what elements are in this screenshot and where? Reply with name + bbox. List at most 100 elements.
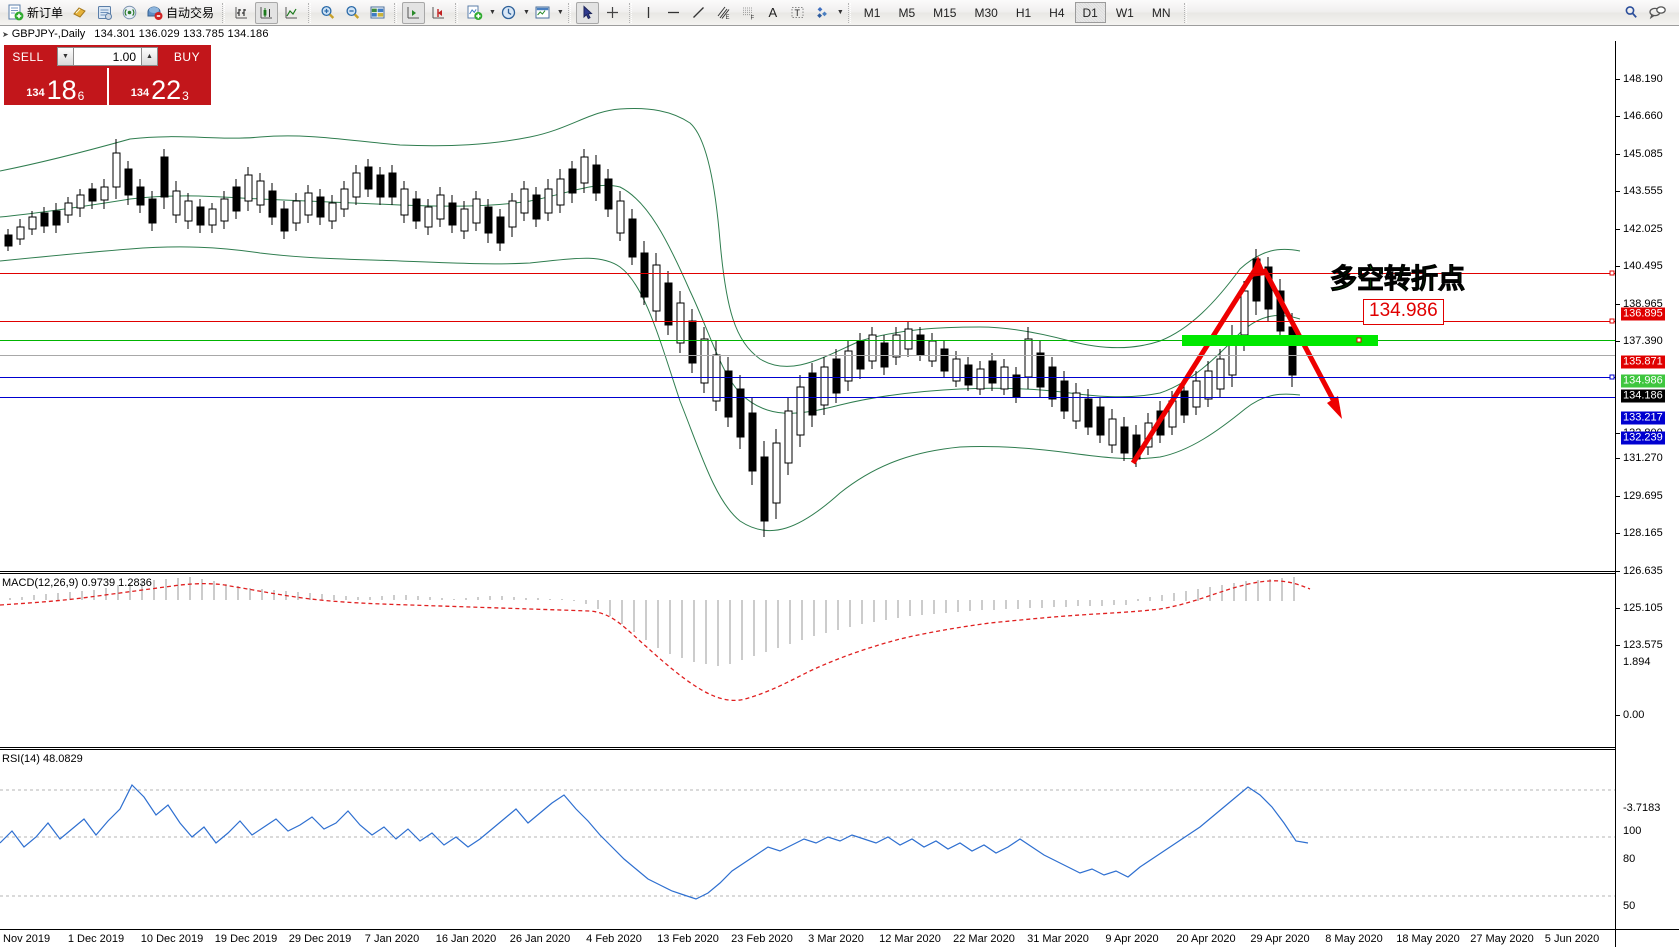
candlestick-series	[4, 139, 1297, 537]
buy-label: BUY	[163, 45, 211, 68]
crosshair-icon	[606, 7, 618, 18]
volume-increase-button[interactable]: ▲	[141, 47, 158, 66]
support-1-price-tag[interactable]: 133.217	[1621, 411, 1665, 425]
price-tick-label: 143.555	[1623, 185, 1663, 197]
data-window-button[interactable]	[93, 2, 116, 24]
volume-decrease-button[interactable]: ▼	[57, 47, 74, 66]
resistance-line-1-handle[interactable]	[1609, 270, 1615, 276]
chat-button[interactable]	[1645, 2, 1670, 24]
volume-control[interactable]: ▼ 1.00 ▲	[52, 45, 163, 68]
rsi-line	[0, 783, 1309, 900]
resistance-line-2[interactable]	[0, 321, 1615, 322]
templates-button[interactable]	[531, 2, 554, 24]
price-tick-label: 145.085	[1623, 148, 1663, 160]
timeframe-h1[interactable]: H1	[1015, 5, 1032, 20]
vertical-line-tool-button[interactable]	[637, 2, 660, 24]
line-chart-icon	[285, 7, 298, 19]
indicators-button[interactable]	[463, 2, 486, 24]
timeframe-m30[interactable]: M30	[974, 5, 998, 20]
text-tool-button[interactable]: A	[762, 2, 784, 24]
tile-windows-icon	[370, 6, 385, 19]
price-tick-label: 123.575	[1623, 639, 1663, 651]
timeframe-d1[interactable]: D1	[1074, 2, 1106, 23]
support-line-1-handle[interactable]	[1609, 374, 1615, 380]
time-tick-label: 16 Jan 2020	[435, 933, 497, 945]
time-axis[interactable]: 1 Nov 2019 1 Dec 2019 10 Dec 2019 19 Dec…	[0, 929, 1615, 947]
timeframe-m5[interactable]: M5	[898, 5, 916, 20]
time-tick-label: 27 May 2020	[1470, 933, 1534, 945]
trendline-tool-button[interactable]	[687, 2, 710, 24]
resistance-line-2-handle[interactable]	[1609, 318, 1615, 324]
price-tick-label: 129.695	[1623, 490, 1663, 502]
indicator-add-icon	[467, 5, 483, 20]
price-chart-pane[interactable]	[0, 41, 1615, 571]
rsi-pane[interactable]	[0, 751, 1615, 929]
horizontal-line-tool-button[interactable]	[662, 2, 685, 24]
buy-button[interactable]: 134 22 3	[108, 68, 211, 105]
resistance-1-price-tag[interactable]: 136.895	[1621, 307, 1665, 321]
label-tool-button[interactable]: T	[786, 2, 809, 24]
periods-button[interactable]	[497, 2, 520, 24]
one-click-trading-panel[interactable]: SELL ▼ 1.00 ▲ BUY 134 18 6 134 22 3	[4, 45, 211, 105]
support-2-price-tag[interactable]: 132.239	[1621, 431, 1665, 445]
macd-pane[interactable]	[0, 575, 1615, 747]
time-tick-label: 7 Jan 2020	[364, 933, 420, 945]
bar-chart-button[interactable]	[230, 2, 253, 24]
expert-advisors-button[interactable]	[68, 2, 91, 24]
turning-point-annotation[interactable]: 多空转折点	[1330, 264, 1466, 296]
periods-dropdown-caret[interactable]: ▼	[522, 9, 530, 16]
tile-windows-button[interactable]	[366, 2, 389, 24]
candlestick-chart-button[interactable]	[255, 1, 279, 24]
current-price-line	[0, 355, 1615, 356]
line-chart-button[interactable]	[280, 2, 303, 24]
volume-input[interactable]: 1.00	[74, 47, 141, 66]
timeframe-mn[interactable]: MN	[1151, 5, 1171, 20]
sell-button[interactable]: 134 18 6	[4, 68, 107, 105]
auto-scroll-button[interactable]	[402, 1, 426, 24]
zoom-in-button[interactable]	[316, 2, 339, 24]
price-label-annotation[interactable]: 134.986	[1363, 299, 1444, 325]
indicators-dropdown-caret[interactable]: ▼	[489, 9, 496, 16]
timeframe-h4[interactable]: H4	[1049, 5, 1065, 20]
toolbar-separator	[567, 2, 571, 23]
support-zone-band[interactable]	[1182, 335, 1378, 346]
cursor-tool-button[interactable]	[575, 1, 599, 24]
svg-text:T: T	[794, 8, 800, 18]
chart-shift-button[interactable]	[427, 2, 450, 24]
templates-dropdown-caret[interactable]: ▼	[556, 9, 564, 16]
pivot-price-tag[interactable]: 134.986	[1621, 374, 1665, 388]
macd-indicator-label[interactable]: MACD(12,26,9) 0.9739 1.2836	[2, 577, 152, 589]
support-line-2[interactable]	[0, 397, 1615, 398]
autotrading-button[interactable]: 自动交易	[143, 2, 217, 24]
signal-wave-icon	[122, 5, 137, 20]
new-order-button[interactable]: 新订单	[4, 2, 66, 24]
timeframe-m15[interactable]: M15	[933, 5, 957, 20]
shapes-dropdown-caret[interactable]: ▼	[836, 9, 844, 16]
zoom-out-button[interactable]	[341, 2, 364, 24]
rsi-canvas	[0, 783, 1615, 900]
time-tick-label: 29 Dec 2019	[288, 933, 352, 945]
support-line-1[interactable]	[0, 377, 1615, 378]
price-label-anchor-handle[interactable]	[1356, 337, 1362, 343]
pivot-line[interactable]	[0, 340, 1615, 341]
timeframe-w1[interactable]: W1	[1115, 5, 1134, 20]
price-tick-label: 138.965	[1623, 298, 1663, 310]
time-tick-label: 29 Apr 2020	[1250, 933, 1310, 945]
signals-button[interactable]	[118, 2, 141, 24]
search-button[interactable]	[1620, 2, 1643, 24]
resistance-2-price-tag[interactable]: 135.871	[1621, 355, 1665, 369]
equidistant-channel-tool-button[interactable]: E	[712, 2, 735, 24]
resistance-line-1[interactable]	[0, 273, 1615, 274]
crosshair-tool-button[interactable]	[601, 2, 624, 24]
price-axis[interactable]: 148.190 146.660 145.085 143.555 142.025 …	[1615, 41, 1679, 929]
one-click-top-row: SELL ▼ 1.00 ▲ BUY	[4, 45, 211, 68]
macd-signal-line	[0, 580, 1311, 702]
fibonacci-tool-button[interactable]: F	[737, 2, 760, 24]
new-order-icon	[8, 4, 24, 21]
autotrading-label: 自动交易	[166, 6, 215, 20]
time-tick-label: 13 Feb 2020	[657, 933, 719, 945]
rsi-indicator-label[interactable]: RSI(14) 48.0829	[2, 753, 83, 765]
shapes-tool-button[interactable]	[811, 2, 834, 24]
timeframe-m1[interactable]: M1	[863, 5, 881, 20]
time-tick-label: 18 May 2020	[1396, 933, 1460, 945]
